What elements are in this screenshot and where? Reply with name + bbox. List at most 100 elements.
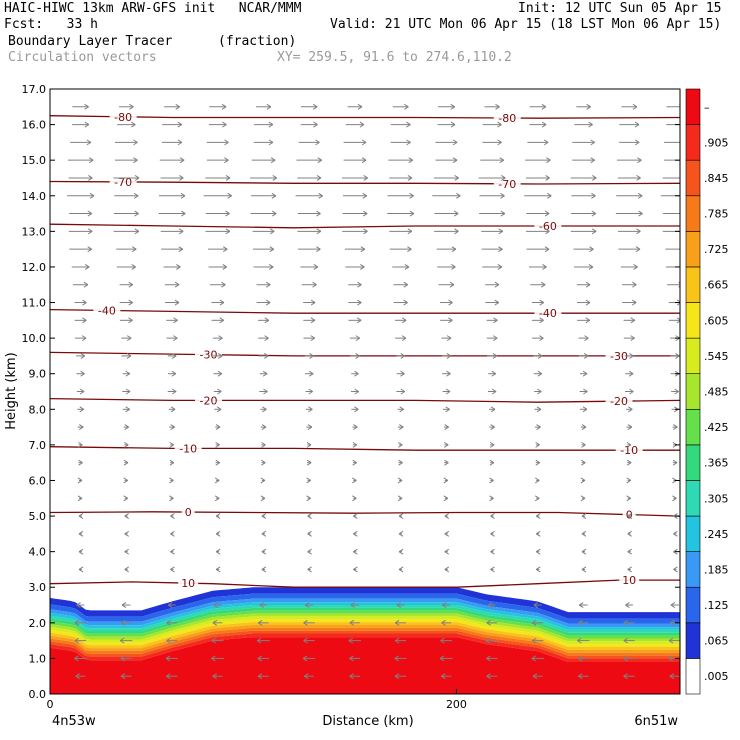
vector-arrow — [298, 139, 320, 146]
colorbar-box-5 — [685, 480, 701, 517]
vector-arrow — [622, 281, 637, 288]
vector-arrow — [160, 228, 184, 235]
contour-label-7-1: -70 — [498, 178, 516, 191]
vector-arrow — [211, 317, 225, 324]
vector-arrow — [665, 248, 680, 250]
contour-label-2-1: -10 — [620, 444, 638, 457]
vector-arrow — [343, 157, 367, 164]
contour-line-7 — [50, 180, 680, 185]
vector-arrow — [673, 566, 678, 573]
axes: 0.0 1.0 2.0 3.0 4.0 5.0 6.0 7.0 8.0 9.0 10.0 11.0 12… — [22, 83, 680, 711]
temperature-contours: 101000-10-10-20-20-30-30-40-40-60-70-70-… — [50, 110, 680, 590]
vector-arrow — [123, 459, 129, 466]
vector-arrow — [114, 192, 139, 199]
vector-arrow — [78, 530, 84, 537]
vector-arrow — [213, 602, 222, 608]
x-tick-label: 200 — [446, 698, 467, 711]
vector-arrow — [578, 352, 589, 359]
vector-arrow — [434, 210, 459, 217]
vector-arrow — [76, 352, 86, 359]
vector-arrow — [170, 530, 175, 537]
vector-arrow — [439, 655, 453, 662]
y-tick-label: 8.0 — [29, 403, 47, 416]
vector-arrow — [392, 103, 409, 110]
vector-arrow — [214, 495, 220, 502]
vector-arrow — [303, 619, 315, 626]
vector-arrow — [124, 513, 129, 519]
vector-arrow — [524, 192, 552, 199]
vector-arrow — [306, 495, 311, 502]
colorbar-label-9: .545 — [704, 350, 729, 363]
vector-arrow — [576, 281, 591, 288]
vector-arrow — [579, 406, 588, 413]
vector-arrow — [441, 602, 451, 608]
vector-arrow — [486, 655, 498, 662]
vector-arrow — [256, 281, 271, 288]
vector-arrow — [485, 281, 500, 288]
vector-arrow — [166, 317, 178, 324]
vector-arrow — [119, 281, 134, 288]
vector-arrow — [396, 388, 406, 395]
tracer-band-12 — [50, 627, 680, 656]
vector-arrow — [74, 317, 87, 324]
vector-arrow — [388, 157, 413, 164]
tracer-band-5 — [50, 607, 680, 636]
vector-arrow — [69, 210, 93, 217]
vector-arrow — [113, 175, 140, 181]
vector-arrow — [297, 175, 322, 181]
vector-arrow — [121, 352, 132, 359]
colorbar-box-4 — [685, 515, 701, 552]
vector-arrow — [617, 228, 641, 235]
vector-arrow — [350, 388, 360, 395]
header-forecast-hour: Fcst: 33 h — [4, 17, 98, 32]
contour-label-bg — [178, 577, 199, 590]
colorbar-box-9 — [685, 337, 701, 375]
colorbar-box-16 — [685, 88, 701, 125]
vector-arrow — [124, 548, 129, 555]
vector-arrow — [574, 121, 593, 128]
vector-arrow — [486, 619, 498, 626]
vector-arrow — [352, 477, 357, 484]
vector-arrow — [662, 230, 680, 232]
vector-arrow — [215, 513, 221, 519]
contour-label-bg — [493, 112, 521, 125]
vector-arrow — [213, 388, 222, 395]
vector-arrow — [78, 513, 84, 519]
y-tick-label: 5.0 — [29, 510, 47, 523]
vector-arrow — [479, 192, 505, 199]
vector-arrow — [627, 513, 632, 519]
vector-arrow — [574, 264, 594, 270]
vector-arrow — [124, 566, 129, 573]
vector-arrow — [529, 121, 547, 128]
vector-arrow — [578, 335, 589, 342]
tracer-band-15 — [50, 637, 680, 694]
vector-arrow — [211, 655, 224, 662]
y-tick-label: 6.0 — [29, 474, 47, 487]
vector-arrow — [570, 228, 597, 235]
vector-arrow — [617, 157, 642, 164]
vector-arrow — [532, 673, 543, 680]
colorbar-label-11: .665 — [704, 279, 729, 292]
vector-arrow — [251, 157, 276, 164]
vector-arrow — [161, 246, 184, 253]
contour-label-8-1: -80 — [498, 112, 516, 125]
vector-arrow — [344, 246, 366, 253]
vector-arrow — [203, 192, 232, 199]
vector-arrow — [119, 637, 133, 644]
vector-arrow — [626, 424, 633, 431]
vector-arrow — [208, 264, 228, 270]
vector-arrow — [256, 637, 270, 644]
vector-arrow — [341, 175, 368, 181]
vector-arrow — [353, 513, 358, 519]
vector-arrow — [74, 619, 87, 626]
contour-label-5-1: -40 — [539, 307, 557, 320]
contour-label-2-0: -10 — [179, 442, 197, 455]
y-tick-label: 3.0 — [29, 581, 47, 594]
vector-arrow — [626, 477, 631, 484]
y-tick-label: 12.0 — [22, 261, 47, 274]
colorbar-label-8: .485 — [704, 386, 729, 399]
vector-arrow — [215, 530, 221, 537]
vector-arrow — [489, 495, 494, 502]
vector-arrow — [114, 139, 138, 146]
vector-arrow — [304, 352, 314, 359]
